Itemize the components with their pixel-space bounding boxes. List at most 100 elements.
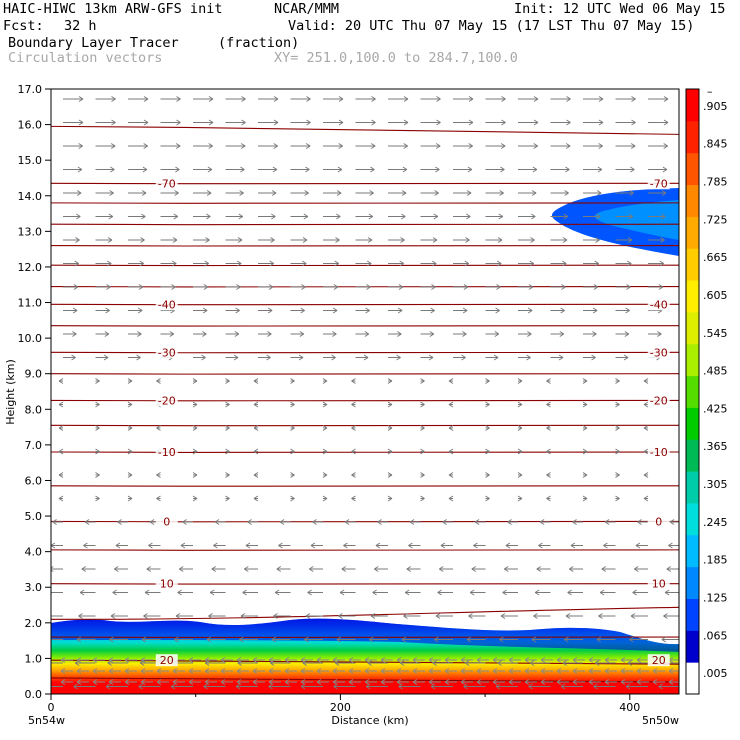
vector-arrowhead (234, 331, 240, 337)
vector-arrowhead (76, 636, 82, 643)
vector-arrowhead (51, 542, 56, 549)
vector-arrowhead (52, 519, 57, 525)
vector-arrowhead (595, 237, 600, 243)
vector-arrowhead (403, 143, 408, 149)
y-tick-label: 16.0 (18, 119, 43, 132)
vector-arrowhead (300, 668, 306, 674)
colorbar-swatch (686, 662, 699, 695)
vector-arrowhead (172, 679, 178, 685)
vector-arrowhead (499, 636, 504, 643)
vector-arrowhead (225, 495, 230, 502)
vector-arrowhead (60, 668, 66, 674)
vector-arrowhead (213, 542, 218, 549)
vector-arrowhead (192, 378, 198, 384)
vector-arrowhead (556, 657, 562, 663)
vector-arrowhead (105, 683, 111, 690)
contour-label-left-bg (155, 577, 178, 590)
vector-arrowhead (406, 566, 412, 572)
vector-arrowhead (363, 354, 369, 361)
colorbar-swatch (686, 216, 699, 249)
vector-arrowhead (430, 683, 436, 690)
vector-arrowhead (334, 260, 339, 267)
vector-arrowhead (468, 613, 473, 619)
vector-arrowhead (565, 143, 571, 149)
vector-arrowhead (58, 472, 64, 478)
vector-arrowhead (380, 668, 386, 674)
vector-arrowhead (565, 613, 571, 619)
vector-arrowhead (572, 668, 578, 674)
vector-arrowhead (144, 589, 150, 596)
vector-arrowhead (530, 237, 535, 243)
forecast-hours: 32 h (64, 18, 97, 34)
colorbar-swatch (686, 375, 699, 408)
vector-arrowhead (371, 96, 376, 102)
vector-arrowhead (431, 284, 436, 290)
vector-arrowhead (192, 495, 198, 502)
contour-label-right: -20 (650, 394, 668, 407)
vector-arrowhead (546, 448, 551, 455)
vector-arrowhead (312, 519, 317, 525)
vector-arrowhead (461, 354, 466, 361)
contour-label-left: -20 (158, 394, 176, 407)
vector-arrowhead (236, 679, 242, 685)
vector-arrowhead (546, 378, 551, 384)
vector-arrowhead (500, 166, 505, 173)
vector-arrowhead (598, 613, 603, 619)
colorbar-label: .485 (703, 365, 728, 378)
vector-arrowhead (496, 260, 502, 267)
vector-arrowhead (206, 190, 212, 196)
vector-arrowhead (370, 613, 376, 619)
vector-arrowhead (124, 668, 130, 674)
vector-arrowhead (582, 401, 588, 408)
vector-arrowhead (485, 472, 490, 478)
vector-arrowhead (437, 589, 442, 596)
vector-arrowhead (124, 657, 130, 663)
vector-arrowhead (540, 657, 546, 663)
vector-arrowhead (387, 472, 393, 478)
vector-arrowhead (592, 331, 597, 337)
init-time: Init: 12 UTC Wed 06 May 15 (514, 1, 726, 17)
vector-arrowhead (420, 495, 425, 502)
vector-arrowhead (625, 683, 631, 690)
vector-arrowhead (460, 657, 466, 663)
vector-arrowhead (492, 679, 498, 685)
vector-arrowhead (309, 566, 314, 572)
vector-arrowhead (643, 495, 649, 502)
vector-arrowhead (652, 679, 658, 685)
vector-arrowhead (420, 472, 425, 478)
vector-arrowhead (336, 213, 341, 220)
vector-arrowhead (494, 331, 500, 337)
vector-arrowhead (140, 237, 145, 243)
vector-arrowhead (369, 636, 374, 643)
vector-arrowhead (76, 657, 82, 663)
vector-arrowhead (528, 284, 534, 290)
colorbar-label: .425 (703, 402, 728, 415)
vector-arrowhead (626, 260, 632, 267)
vector-arrowhead (429, 331, 435, 337)
vector-arrowhead (681, 402, 685, 407)
vector-arrowhead (108, 657, 114, 663)
vector-arrowhead (58, 495, 64, 502)
vector-arrowhead (273, 613, 278, 619)
upper-tracer-plume-core (594, 200, 679, 240)
vector-arrowhead (239, 636, 244, 643)
vector-arrowhead (546, 425, 551, 431)
contour-label-left: 10 (160, 578, 174, 591)
vector-arrowhead (78, 119, 84, 126)
vector-arrowhead (440, 542, 446, 549)
vector-arrowhead (668, 542, 673, 549)
vector-arrowhead (348, 679, 354, 685)
contour-label-left: -10 (158, 446, 176, 459)
vector-arrowhead (463, 683, 468, 690)
vector-arrowhead (316, 679, 322, 685)
vector-arrowhead (322, 495, 328, 502)
vector-arrowhead (485, 425, 490, 431)
vector-arrowhead (428, 668, 434, 674)
vector-arrowhead (572, 657, 578, 663)
vector-arrowhead (136, 354, 141, 361)
vector-arrowhead (681, 426, 685, 431)
vector-arrowhead (332, 668, 338, 674)
vector-arrowhead (659, 260, 664, 267)
vector-arrowhead (156, 668, 162, 674)
vector-arrowhead (351, 495, 356, 502)
